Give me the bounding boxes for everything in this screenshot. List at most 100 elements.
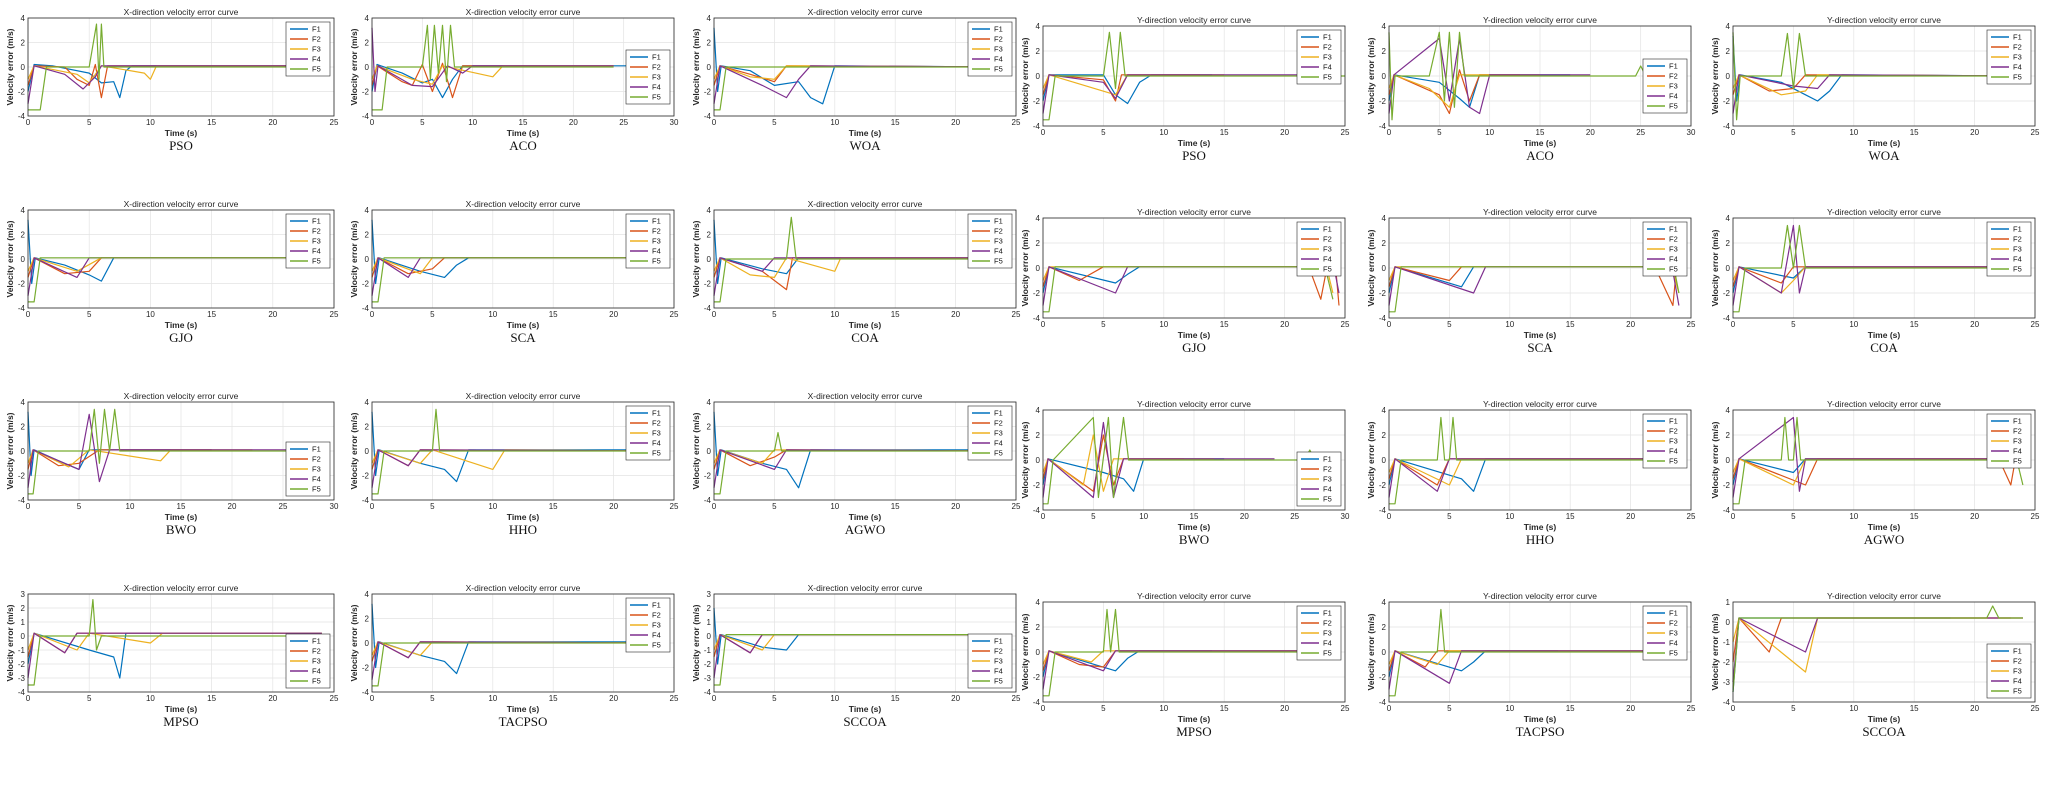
x-tick-label: 20	[1280, 320, 1289, 329]
legend-label-f1: F1	[1323, 225, 1332, 234]
y-tick-label: 0	[1036, 648, 1041, 657]
y-tick-label: -2	[1723, 289, 1731, 298]
x-tick-label: 20	[1626, 512, 1635, 521]
series-line-f5	[1389, 416, 1679, 505]
y-axis-label: Velocity error (m/s)	[349, 604, 359, 681]
y-axis-label: Velocity error (m/s)	[1366, 613, 1376, 690]
y-tick-label: 2	[1726, 47, 1731, 56]
axes-frame	[1388, 409, 1692, 511]
chart-title: X-direction velocity error curve	[124, 7, 239, 17]
y-tick-label: 0	[1036, 264, 1041, 273]
y-tick-label: 4	[1726, 22, 1731, 31]
chart-panel-y-bwo: 0 5 10 15 20 25 30 -4 -2 0 2 4 Y-direction velocity …	[1020, 399, 1350, 547]
legend-label-f2: F2	[1323, 43, 1332, 52]
series-line-f4	[1388, 650, 1679, 690]
legend-label-f4: F4	[312, 247, 321, 256]
series-line-f5	[372, 642, 662, 687]
y-tick-label: -2	[1379, 97, 1387, 106]
chart-panel-x-pso: 0 5 10 15 20 25 -4 -2 0 2 4 X-direction velocity er…	[5, 7, 339, 153]
chart-title: Y-direction velocity error curve	[1827, 399, 1941, 409]
series-line-f4	[713, 449, 1004, 488]
series-line-f5	[714, 634, 1004, 686]
y-tick-label: 0	[707, 632, 712, 641]
legend-label-f4: F4	[994, 55, 1003, 64]
legend-label-f3: F3	[652, 621, 661, 630]
legend-label-f5: F5	[2013, 457, 2022, 466]
axes-frame	[371, 401, 675, 501]
y-tick-label: -2	[1033, 481, 1041, 490]
x-tick-label: 20	[1970, 128, 1979, 137]
x-tick-label: 15	[549, 694, 558, 703]
axes-frame	[1732, 601, 2036, 703]
legend-label-f5: F5	[1323, 649, 1332, 658]
series-line-f2	[371, 62, 614, 99]
legend-label-f3: F3	[1323, 245, 1332, 254]
y-tick-label: 2	[1726, 239, 1731, 248]
legend-label-f5: F5	[1669, 649, 1678, 658]
y-tick-label: -4	[1033, 122, 1041, 131]
x-tick-label: 25	[1012, 118, 1021, 127]
chart-panel-x-agwo: 0 5 10 15 20 25 -4 -2 0 2 4 X-direction velocity er…	[691, 391, 1021, 537]
chart-title: Y-direction velocity error curve	[1137, 399, 1251, 409]
series-line-f4	[1042, 421, 1275, 499]
x-tick-label: 10	[488, 694, 497, 703]
series-line-f3	[713, 257, 1004, 278]
legend-label-f4: F4	[2013, 63, 2022, 72]
legend-label-f3: F3	[994, 429, 1003, 438]
x-tick-label: 0	[712, 118, 717, 127]
x-tick-label: 15	[1566, 320, 1575, 329]
x-axis-label: Time (s)	[507, 320, 540, 330]
x-tick-label: 0	[1387, 320, 1392, 329]
chart-panel-x-tacpso: 0 5 10 15 20 25 -4 -2 0 2 4 X-direction velocity er…	[349, 583, 679, 729]
axes-frame	[1042, 409, 1346, 511]
chart-panel-x-bwo: 0 5 10 15 20 25 30 -4 -2 0 2 4 X-direction velocity …	[5, 391, 339, 537]
x-tick-label: 25	[1636, 128, 1645, 137]
x-axis-label: Time (s)	[1868, 522, 1901, 532]
legend-label-f5: F5	[652, 641, 661, 650]
legend-label-f4: F4	[1669, 639, 1678, 648]
legend-label-f2: F2	[1669, 235, 1678, 244]
series-line-f1	[371, 63, 634, 99]
legend-label-f5: F5	[1669, 102, 1678, 111]
x-tick-label: 0	[1041, 704, 1046, 713]
y-tick-label: -1	[18, 646, 26, 655]
x-tick-label: 25	[330, 694, 339, 703]
legend-label-f4: F4	[652, 247, 661, 256]
algorithm-caption: WOA	[849, 138, 881, 153]
legend-label-f1: F1	[1669, 417, 1678, 426]
y-tick-label: 4	[21, 206, 26, 215]
y-tick-label: -2	[704, 660, 712, 669]
legend-label-f3: F3	[1669, 245, 1678, 254]
legend-label-f1: F1	[652, 409, 661, 418]
y-tick-label: 0	[707, 255, 712, 264]
x-tick-label: 15	[1566, 704, 1575, 713]
axes-frame	[27, 401, 335, 501]
y-tick-label: -4	[18, 112, 26, 121]
y-tick-label: -4	[18, 496, 26, 505]
y-tick-label: 2	[1382, 431, 1387, 440]
x-tick-label: 25	[1290, 512, 1299, 521]
legend-label-f5: F5	[1323, 495, 1332, 504]
x-axis-label: Time (s)	[1868, 330, 1901, 340]
y-tick-label: 0	[1726, 264, 1731, 273]
legend-label-f1: F1	[1323, 455, 1332, 464]
algorithm-caption: GJO	[169, 330, 193, 345]
legend-label-f3: F3	[1323, 53, 1332, 62]
y-tick-label: -2	[18, 280, 26, 289]
y-tick-label: 4	[1036, 598, 1041, 607]
algorithm-caption: HHO	[509, 522, 537, 537]
series-line-f5	[28, 599, 322, 686]
x-tick-label: 5	[1101, 128, 1106, 137]
axes-frame	[1388, 601, 1692, 703]
algorithm-caption: HHO	[1526, 532, 1554, 547]
y-tick-label: -4	[704, 688, 712, 697]
x-tick-label: 5	[772, 502, 777, 511]
y-tick-label: 1	[1726, 598, 1731, 607]
algorithm-caption: SCA	[510, 330, 536, 345]
x-tick-label: 10	[1139, 512, 1148, 521]
legend-label-f3: F3	[1669, 629, 1678, 638]
